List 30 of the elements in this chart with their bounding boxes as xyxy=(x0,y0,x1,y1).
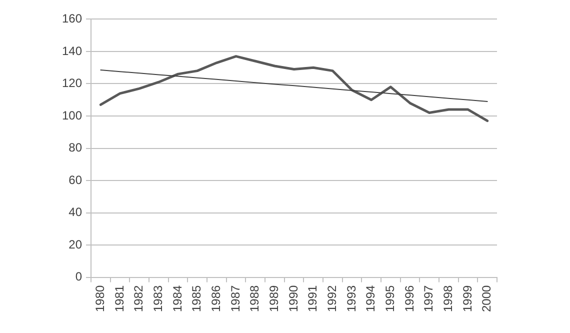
y-tick-label: 80 xyxy=(68,140,82,155)
x-tick-label: 1980 xyxy=(93,284,107,312)
x-tick-label: 1994 xyxy=(364,284,378,312)
x-tick-label: 1993 xyxy=(344,284,358,312)
y-tick-label: 60 xyxy=(68,172,82,187)
x-tick-label: 1999 xyxy=(460,284,474,312)
x-tick-label: 1995 xyxy=(382,284,397,312)
x-tick-label: 1997 xyxy=(422,284,436,312)
x-tick-label: 1983 xyxy=(150,284,165,312)
x-tick-label: 1996 xyxy=(402,284,416,312)
y-tick-label: 20 xyxy=(68,237,82,252)
y-tick-label: 120 xyxy=(62,76,82,90)
x-tick-label: 1998 xyxy=(440,284,455,312)
x-tick-label: 1985 xyxy=(190,284,204,312)
y-tick-label: 100 xyxy=(62,108,82,122)
x-tick-label: 2000 xyxy=(480,284,494,312)
x-tick-label: 1984 xyxy=(170,284,184,312)
x-tick-label: 1990 xyxy=(286,284,300,312)
x-tick-label: 1989 xyxy=(266,284,281,312)
x-tick-label: 1988 xyxy=(248,284,262,312)
x-tick-label: 1982 xyxy=(132,284,146,312)
x-tick-label: 1987 xyxy=(228,284,242,312)
x-tick-label: 1986 xyxy=(208,284,223,312)
x-tick-label: 1981 xyxy=(112,284,126,312)
y-tick-label: 140 xyxy=(62,44,82,58)
y-tick-label: 0 xyxy=(75,270,82,284)
x-tick-label: 1991 xyxy=(306,284,320,312)
x-tick-label: 1992 xyxy=(324,284,339,312)
y-tick-label: 40 xyxy=(68,205,82,220)
y-tick-label: 160 xyxy=(62,12,82,26)
